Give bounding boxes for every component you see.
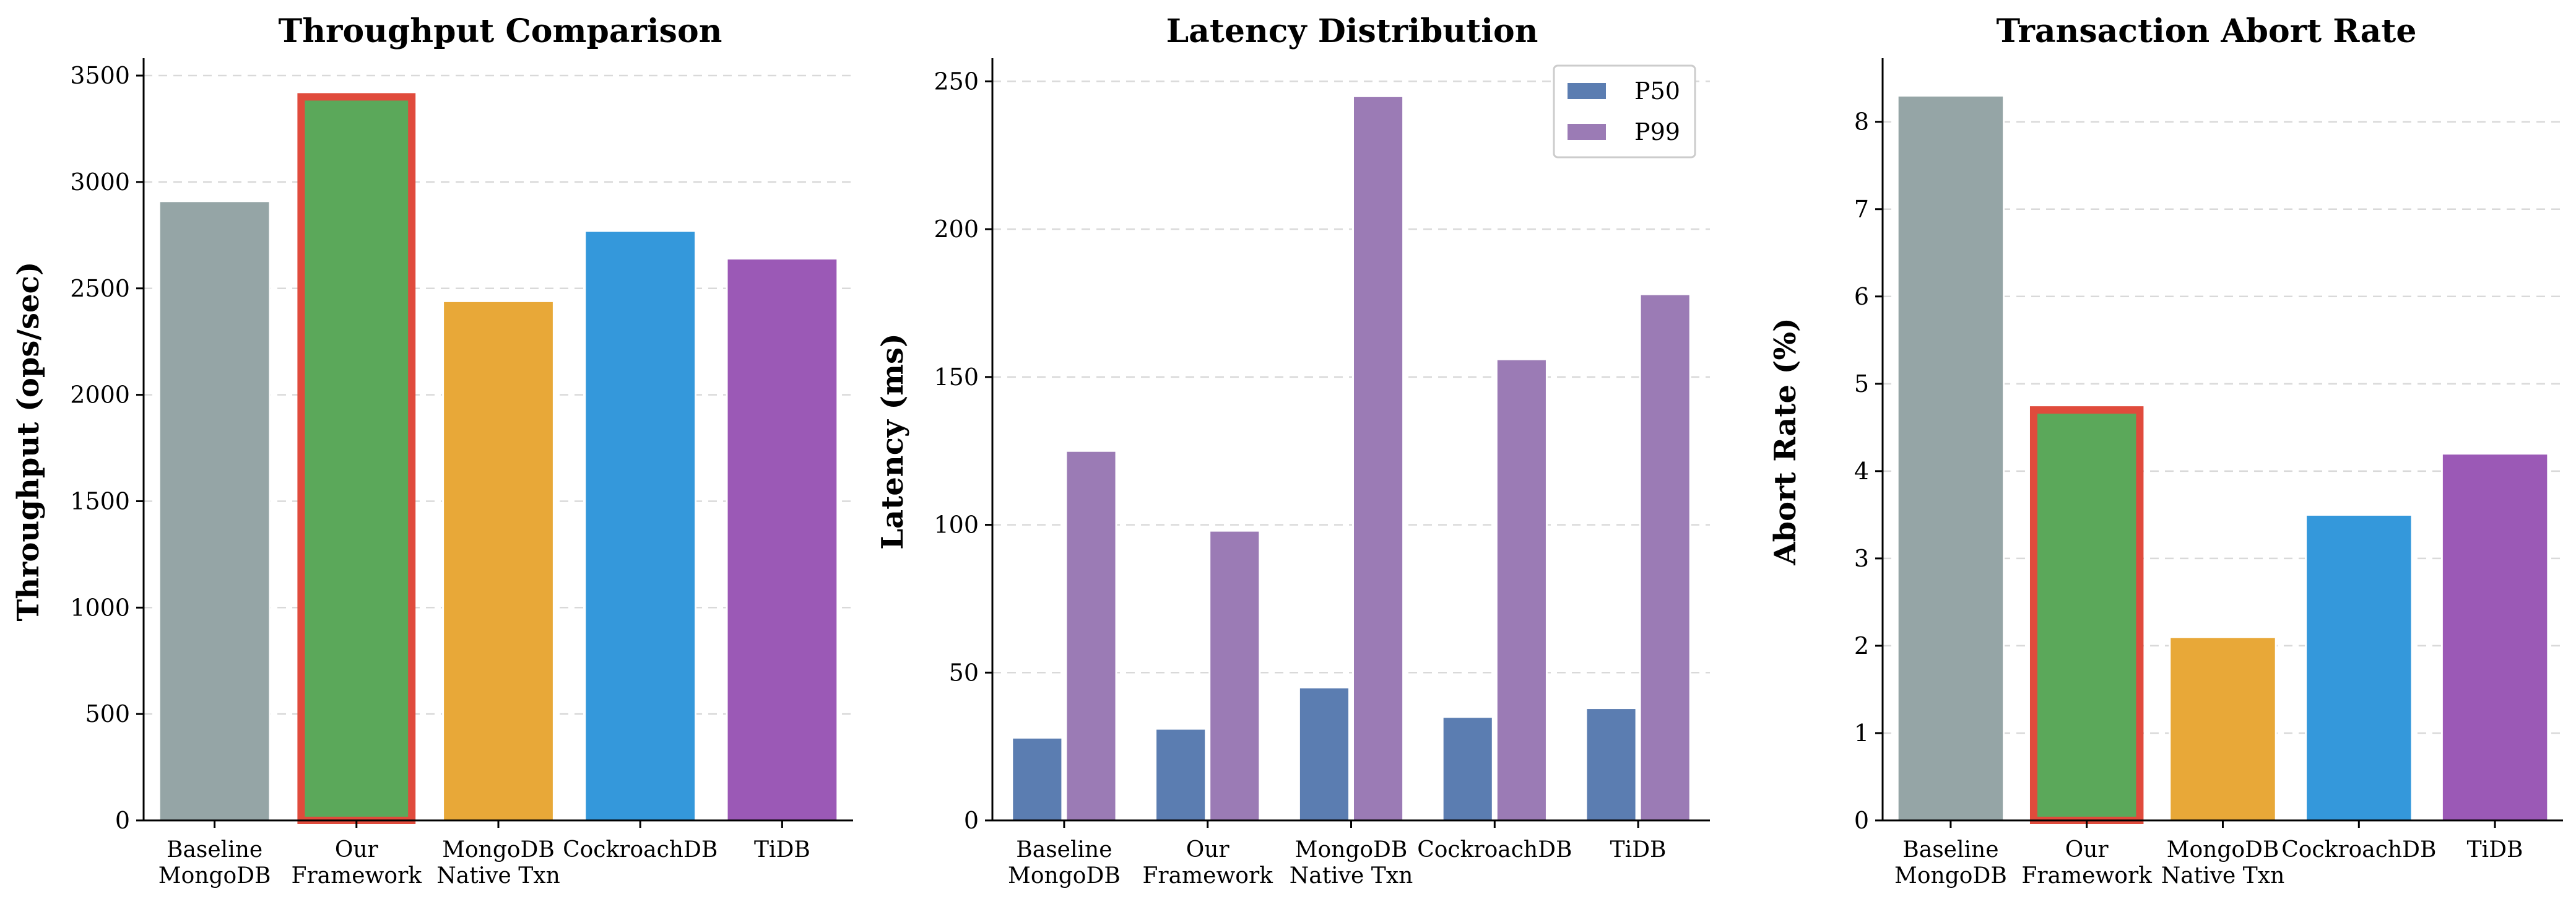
latency-legend: P50 P99 — [1553, 64, 1696, 159]
latency-y-tick-label: 100 — [934, 511, 979, 539]
throughput-y-ticks: 0 500 1000 1500 2000 2500 3000 3500 — [70, 62, 144, 834]
throughput-x-tick-labels: BaselineMongoDBOurFrameworkMongoDBNative… — [158, 820, 810, 889]
abort-rate-x-tick-label: MongoDB — [1894, 863, 2007, 889]
throughput-x-tick-label: TiDB — [754, 837, 810, 863]
bar-p99-4 — [1639, 293, 1691, 822]
latency-y-tick-label: 250 — [934, 67, 979, 95]
legend-label-p50: P50 — [1634, 77, 1680, 105]
bar-p50-3 — [1441, 716, 1494, 822]
abort-rate-y-tick-label: 2 — [1854, 632, 1869, 659]
latency-y-tick-label: 0 — [964, 807, 979, 834]
bar-p50-1 — [1155, 728, 1207, 822]
throughput-bars — [158, 93, 839, 824]
latency-chart-title: Latency Distribution — [1166, 12, 1538, 50]
throughput-bar-2 — [442, 300, 555, 822]
abort-rate-bars — [1896, 94, 2549, 824]
bar-p50-4 — [1585, 707, 1637, 822]
latency-x-tick-label: Baseline — [1016, 837, 1112, 863]
throughput-x-tick-label: Baseline — [167, 837, 262, 863]
abort-rate-chart-panel: Transaction Abort Rate Abort Rate (%) 0 1… — [1768, 12, 2563, 889]
bar-p50-0 — [1011, 736, 1064, 822]
abort-rate-bar-3 — [2305, 513, 2413, 822]
latency-y-tick-label: 150 — [934, 363, 979, 391]
throughput-y-tick-label: 1500 — [70, 487, 130, 515]
abort-rate-x-tick-labels: BaselineMongoDBOurFrameworkMongoDBNative… — [1894, 820, 2523, 889]
legend-swatch-p50 — [1568, 83, 1606, 99]
latency-y-ticks: 0 50 100 150 200 250 — [934, 67, 992, 834]
bar-p50-2 — [1298, 686, 1351, 822]
abort-rate-y-tick-label: 4 — [1854, 458, 1869, 485]
bar-p99-1 — [1208, 529, 1261, 822]
latency-bars — [1011, 95, 1691, 822]
throughput-y-tick-label: 0 — [115, 807, 130, 834]
latency-x-tick-label: CockroachDB — [1417, 837, 1572, 863]
throughput-bar-3 — [584, 230, 697, 822]
abort-rate-y-tick-label: 1 — [1854, 719, 1869, 747]
abort-rate-x-tick-label: MongoDB — [2167, 837, 2279, 863]
abort-rate-y-tick-label: 8 — [1854, 108, 1869, 136]
throughput-x-tick-label: Native Txn — [436, 863, 560, 889]
latency-x-tick-label: Framework — [1142, 863, 1273, 889]
abort-rate-y-tick-label: 3 — [1854, 545, 1869, 572]
abort-rate-bar-1-highlighted — [2029, 406, 2144, 824]
throughput-chart-panel: Throughput Comparison Throughput (ops/se… — [11, 12, 853, 889]
abort-rate-y-ticks: 0 1 2 3 4 5 6 7 8 — [1854, 108, 1883, 834]
throughput-x-tick-label: MongoDB — [442, 837, 555, 863]
latency-y-axis-label: Latency (ms) — [875, 333, 910, 550]
abort-rate-bar-4 — [2440, 453, 2549, 822]
abort-rate-x-tick-label: Our — [2065, 837, 2109, 863]
abort-rate-y-tick-label: 0 — [1854, 807, 1869, 834]
abort-rate-y-tick-label: 6 — [1854, 283, 1869, 310]
abort-rate-x-tick-label: Framework — [2021, 863, 2153, 889]
throughput-y-tick-label: 2000 — [70, 381, 130, 409]
latency-x-tick-label: Our — [1186, 837, 1230, 863]
latency-x-tick-label: Native Txn — [1290, 863, 1413, 889]
throughput-y-tick-label: 1000 — [70, 594, 130, 621]
throughput-y-tick-label: 3500 — [70, 62, 130, 89]
latency-x-tick-label: MongoDB — [1295, 837, 1408, 863]
abort-rate-bar-0 — [1896, 94, 2005, 822]
throughput-bar-4 — [726, 258, 839, 822]
latency-x-tick-label: TiDB — [1610, 837, 1667, 863]
abort-rate-bar-2 — [2169, 636, 2277, 822]
abort-rate-x-tick-label: Baseline — [1902, 837, 1998, 863]
throughput-y-tick-label: 3000 — [70, 168, 130, 196]
bar-p99-0 — [1065, 450, 1117, 822]
abort-rate-x-tick-label: TiDB — [2467, 837, 2523, 863]
legend-label-p99: P99 — [1634, 118, 1680, 146]
throughput-y-axis-label: Throughput (ops/sec) — [11, 262, 46, 622]
abort-rate-y-axis-label: Abort Rate (%) — [1768, 318, 1803, 566]
throughput-bar-0 — [158, 200, 271, 822]
latency-chart-panel: Latency Distribution Latency (ms) 0 50 100… — [875, 12, 1710, 889]
throughput-x-tick-label: Our — [335, 837, 379, 863]
abort-rate-y-tick-label: 7 — [1854, 196, 1869, 223]
throughput-chart-title: Throughput Comparison — [279, 12, 722, 50]
latency-x-tick-labels: BaselineMongoDBOurFrameworkMongoDBNative… — [1008, 820, 1667, 889]
latency-y-tick-label: 50 — [949, 659, 979, 686]
throughput-x-tick-label: CockroachDB — [563, 837, 718, 863]
bar-p99-3 — [1495, 358, 1548, 822]
throughput-y-tick-label: 2500 — [70, 275, 130, 302]
latency-y-tick-label: 200 — [934, 215, 979, 243]
throughput-x-tick-label: MongoDB — [158, 863, 271, 889]
abort-rate-x-tick-label: Native Txn — [2161, 863, 2285, 889]
abort-rate-y-tick-label: 5 — [1854, 370, 1869, 398]
throughput-x-tick-label: Framework — [291, 863, 422, 889]
latency-x-tick-label: MongoDB — [1008, 863, 1121, 889]
abort-rate-chart-title: Transaction Abort Rate — [1997, 12, 2417, 50]
bar-p99-2 — [1352, 95, 1405, 822]
legend-swatch-p99 — [1568, 124, 1606, 140]
throughput-y-tick-label: 500 — [85, 700, 130, 728]
abort-rate-x-tick-label: CockroachDB — [2281, 837, 2436, 863]
throughput-bar-1-highlighted — [297, 93, 416, 824]
